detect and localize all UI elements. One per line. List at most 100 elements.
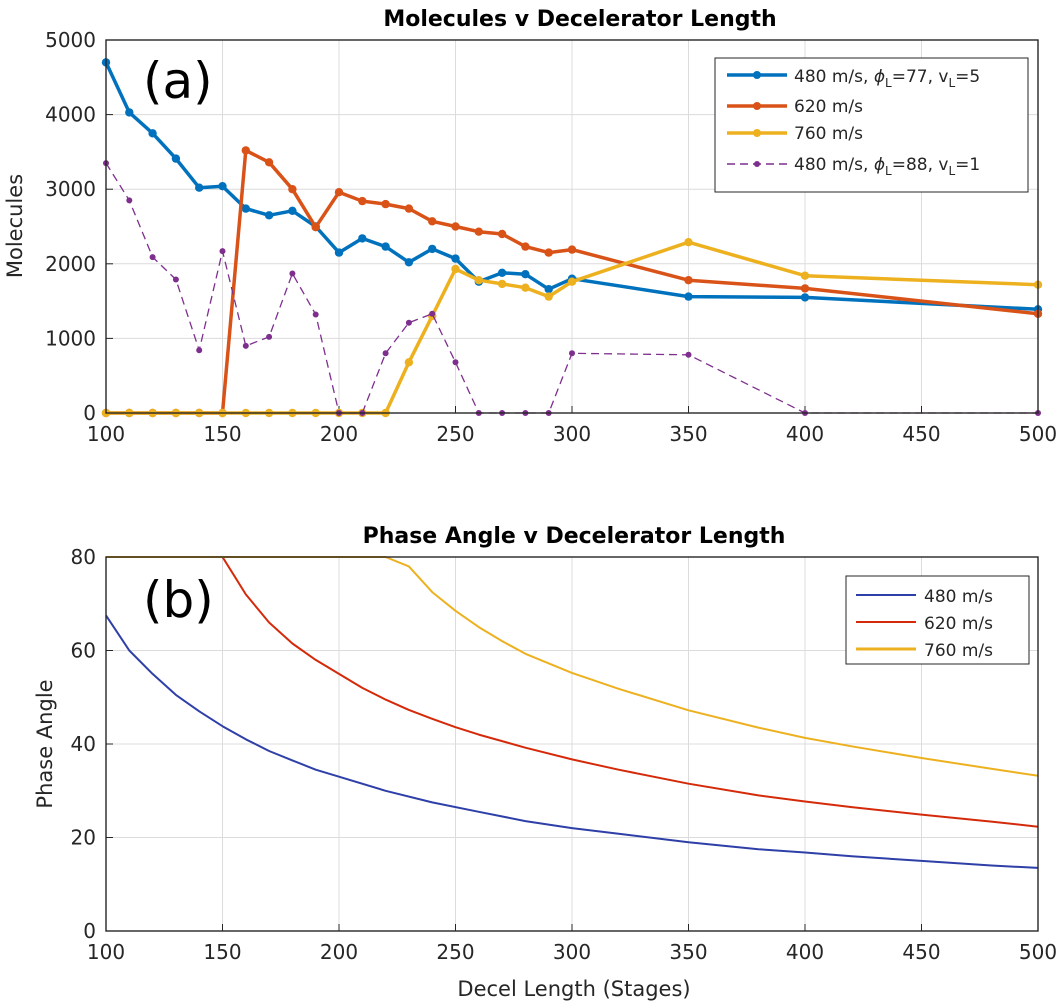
x-tick-label: 350 xyxy=(669,422,707,446)
data-point xyxy=(428,217,437,226)
data-point xyxy=(800,293,810,302)
series-line xyxy=(221,556,1039,828)
panel-b-title: Phase Angle v Decelerator Length xyxy=(363,524,786,549)
x-tick-label: 350 xyxy=(669,940,707,964)
data-point xyxy=(264,158,274,167)
legend-label-a-620: 620 m/s xyxy=(794,97,863,117)
data-point xyxy=(544,248,553,257)
data-point xyxy=(195,183,204,192)
y-tick-label: 20 xyxy=(71,826,96,850)
data-point xyxy=(451,254,460,263)
data-point xyxy=(684,276,693,285)
data-point xyxy=(404,358,414,367)
data-point xyxy=(242,342,249,349)
legend-entry-a-480-phi77: 480 m/s, ϕL=77, vL=5 xyxy=(727,67,980,90)
data-point xyxy=(497,229,507,239)
legend-swatch-marker xyxy=(753,71,761,79)
y-tick-label: 0 xyxy=(83,919,96,943)
panel-a-legend-box xyxy=(714,57,1029,193)
panel-a-x-tick-labels: 100 150 200 250 300 350 400 450 500 xyxy=(87,422,1057,446)
y-tick-label: 4000 xyxy=(45,103,96,127)
x-tick-label: 300 xyxy=(553,422,591,446)
data-point xyxy=(334,248,344,257)
y-tick-label: 5000 xyxy=(45,28,96,52)
legend-label-b-480: 480 m/s xyxy=(924,587,993,607)
y-tick-label: 3000 xyxy=(45,177,96,201)
panel-a-molecules: 100 150 200 250 300 350 400 450 500 0 1000 2000 300… xyxy=(3,7,1057,446)
data-point xyxy=(358,196,367,206)
data-point xyxy=(241,146,250,155)
data-point xyxy=(404,204,414,213)
legend-entry-a-480-phi88: 480 m/s, ϕL=88, vL=1 xyxy=(727,155,980,178)
x-tick-label: 100 xyxy=(87,940,125,964)
y-tick-label: 60 xyxy=(71,639,96,663)
data-point xyxy=(264,211,274,220)
data-point xyxy=(288,185,297,194)
data-point xyxy=(126,197,133,204)
x-tick-label: 100 xyxy=(87,422,125,446)
panel-b-label: (b) xyxy=(143,571,214,629)
y-tick-label: 1000 xyxy=(45,326,96,350)
data-point xyxy=(196,347,203,354)
legend-label-b-760: 760 m/s xyxy=(924,641,993,661)
x-tick-label: 200 xyxy=(320,422,358,446)
x-tick-label: 150 xyxy=(203,940,241,964)
panel-b-y-tick-labels: 0 20 40 60 80 xyxy=(71,545,96,943)
legend-swatch-marker xyxy=(753,102,761,110)
legend-swatch-marker xyxy=(753,129,761,137)
data-point xyxy=(311,223,320,232)
data-point xyxy=(381,199,390,209)
series-b-0 xyxy=(105,614,1039,869)
panel-a-legend: 480 m/s, ϕL=77, vL=5 620 m/s 760 m/s 480… xyxy=(714,57,1029,193)
x-tick-label: 400 xyxy=(786,940,824,964)
x-tick-label: 400 xyxy=(786,422,824,446)
data-point xyxy=(266,333,273,340)
x-tick-label: 250 xyxy=(436,940,474,964)
data-point xyxy=(148,129,157,138)
y-tick-label: 40 xyxy=(71,732,96,756)
data-point xyxy=(569,350,575,357)
data-point xyxy=(429,310,436,317)
data-point xyxy=(567,277,577,286)
data-point xyxy=(452,359,459,366)
panel-b-x-tick-labels: 100 150 200 250 300 350 400 450 500 xyxy=(87,940,1057,964)
legend-label-a-760: 760 m/s xyxy=(794,124,863,144)
panel-b-y-axis-label: Phase Angle xyxy=(33,679,57,808)
x-tick-label: 200 xyxy=(320,940,358,964)
data-point xyxy=(685,351,692,358)
legend-label-b-620: 620 m/s xyxy=(924,614,993,634)
data-point xyxy=(149,254,156,261)
x-tick-label: 300 xyxy=(553,940,591,964)
data-point xyxy=(125,108,134,117)
series-line xyxy=(104,61,1039,312)
legend-entry-b-760: 760 m/s xyxy=(856,641,993,661)
x-tick-label: 500 xyxy=(1019,422,1057,446)
x-tick-label: 500 xyxy=(1019,940,1057,964)
data-point xyxy=(334,188,344,197)
data-point xyxy=(497,268,507,277)
panel-b-legend: 480 m/s 620 m/s 760 m/s xyxy=(845,575,1030,665)
series-a-3 xyxy=(103,160,1041,416)
x-tick-label: 450 xyxy=(902,422,940,446)
panel-a-y-tick-labels: 0 1000 2000 3000 4000 5000 xyxy=(45,28,96,425)
data-point xyxy=(358,234,367,243)
data-point xyxy=(474,227,483,236)
data-point xyxy=(405,319,412,326)
data-point xyxy=(521,283,530,292)
y-tick-label: 80 xyxy=(71,545,96,569)
legend-swatch-marker xyxy=(754,161,760,167)
data-point xyxy=(451,222,460,231)
data-point xyxy=(219,248,226,255)
legend-label-a-480-phi88: 480 m/s, ϕL=88, vL=1 xyxy=(794,155,980,178)
legend-entry-b-480: 480 m/s xyxy=(856,587,993,607)
x-tick-label: 250 xyxy=(436,422,474,446)
y-tick-label: 0 xyxy=(83,401,96,425)
legend-entry-b-620: 620 m/s xyxy=(856,614,993,634)
data-point xyxy=(544,292,553,301)
data-point xyxy=(497,279,507,289)
data-point xyxy=(451,264,460,274)
data-point xyxy=(428,244,437,254)
data-point xyxy=(382,350,389,357)
data-point xyxy=(521,242,530,251)
